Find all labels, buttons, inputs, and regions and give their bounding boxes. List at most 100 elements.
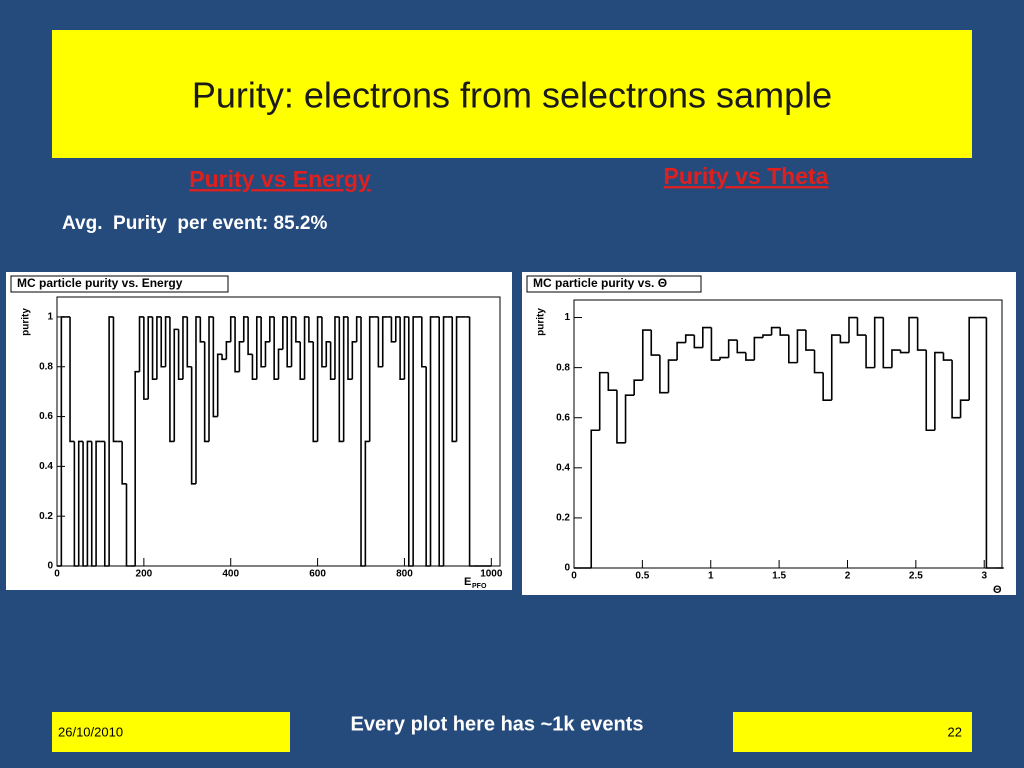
histogram-bin	[451, 316, 457, 443]
histogram-bin	[916, 317, 927, 351]
histogram-bin	[985, 317, 996, 569]
histogram-bin	[442, 316, 448, 566]
x-tick-label: 200	[136, 569, 153, 580]
histogram-bin	[839, 335, 849, 344]
x-tick-label: 0.5	[635, 571, 649, 582]
histogram-bin	[788, 335, 798, 364]
x-axis-label: E	[464, 576, 471, 588]
histogram-bin	[779, 327, 789, 336]
histogram-bin	[342, 316, 348, 442]
chart-panel	[522, 272, 1016, 595]
histogram-bin	[830, 334, 841, 401]
histogram-bin	[325, 341, 331, 367]
y-tick-label: 0.8	[39, 361, 53, 372]
histogram-bin	[121, 441, 127, 485]
x-axis-label-subscript: PFO	[472, 583, 487, 590]
histogram-bin	[177, 329, 183, 380]
y-tick-label: 0	[47, 561, 53, 572]
histogram-bin	[242, 316, 249, 342]
histogram-bin	[169, 316, 175, 443]
histogram-bin	[355, 316, 362, 342]
y-tick-label: 0.4	[39, 461, 53, 472]
y-axis-label: purity	[536, 308, 547, 336]
histogram-bin	[247, 316, 253, 356]
slide-title: Purity: electrons from selectrons sample	[192, 75, 832, 116]
histogram-bin	[234, 316, 240, 373]
histogram-bin	[277, 348, 283, 380]
histogram-bin	[624, 394, 635, 443]
histogram-bin	[173, 328, 179, 442]
histogram-bin	[676, 341, 686, 361]
left-heading: Purity vs Energy	[189, 166, 371, 192]
y-tick-label: 0.6	[39, 411, 53, 422]
title-box	[52, 30, 972, 158]
histogram-bin	[255, 316, 262, 380]
histogram-bin	[702, 326, 712, 348]
histogram-bin	[156, 316, 162, 380]
histogram-bin	[299, 341, 305, 380]
chart-title: MC particle purity vs. Θ	[533, 276, 667, 290]
histogram-bin	[968, 316, 978, 401]
histogram-bin	[138, 316, 144, 372]
histogram-bin	[429, 316, 435, 566]
histogram-bin	[659, 355, 669, 394]
y-tick-label: 1	[47, 312, 53, 323]
y-tick-label: 0	[564, 563, 570, 574]
histogram-bin	[438, 316, 444, 567]
histogram-bin	[753, 336, 763, 361]
chart-panel	[6, 272, 512, 590]
histogram-bin	[264, 341, 270, 367]
histogram-bin	[208, 316, 214, 442]
histogram-bin	[190, 366, 196, 485]
y-tick-label: 0.2	[556, 513, 570, 524]
histogram-bin	[364, 440, 370, 566]
histogram-bin	[856, 317, 867, 336]
histogram-bin	[260, 316, 266, 368]
histogram-bin	[164, 316, 170, 367]
histogram-bin	[195, 316, 201, 484]
histogram-bin	[865, 335, 875, 369]
histogram-bin	[925, 350, 935, 432]
histogram-bin	[82, 441, 88, 567]
histogram-bin	[286, 316, 292, 368]
histogram-bin	[822, 372, 832, 401]
histogram-bin	[710, 327, 721, 361]
histogram-bin	[303, 316, 309, 380]
histogram-bin	[308, 316, 314, 343]
histogram-bin	[251, 354, 257, 380]
x-tick-label: 400	[222, 569, 239, 580]
x-tick-label: 1.5	[772, 571, 786, 582]
histogram-bin	[421, 316, 427, 368]
plot-frame	[573, 299, 1003, 569]
histogram-bin	[316, 316, 322, 442]
histogram-bin	[312, 341, 318, 443]
histogram-bin	[805, 330, 815, 351]
histogram-bin	[616, 390, 626, 444]
histogram-bin	[60, 316, 66, 566]
histogram-bin	[650, 330, 660, 356]
histogram-bin	[399, 316, 405, 380]
histogram-bin	[238, 341, 244, 372]
histogram-bin	[641, 329, 652, 381]
chart-title-box	[10, 275, 229, 293]
histogram-bin	[633, 379, 643, 396]
histogram-bin	[269, 316, 275, 342]
histogram-bin	[762, 334, 772, 338]
histogram-bin	[848, 316, 858, 343]
footer-text: Every plot here has ~1k events	[351, 713, 644, 735]
histogram-bin	[959, 399, 970, 418]
histogram-bin	[455, 316, 461, 442]
footer-date-box	[52, 712, 290, 752]
chart-title: MC particle purity vs. Energy	[17, 276, 183, 290]
x-tick-label: 600	[309, 569, 326, 580]
histogram-bin	[934, 351, 944, 431]
histogram-bin	[736, 340, 746, 354]
histogram-bin	[598, 371, 609, 431]
histogram-bin	[221, 354, 227, 361]
histogram-bin	[69, 316, 75, 443]
histogram-bin	[73, 441, 79, 567]
y-axis-label: purity	[21, 308, 32, 336]
histogram-bin	[321, 316, 327, 368]
histogram-bin	[273, 316, 279, 380]
